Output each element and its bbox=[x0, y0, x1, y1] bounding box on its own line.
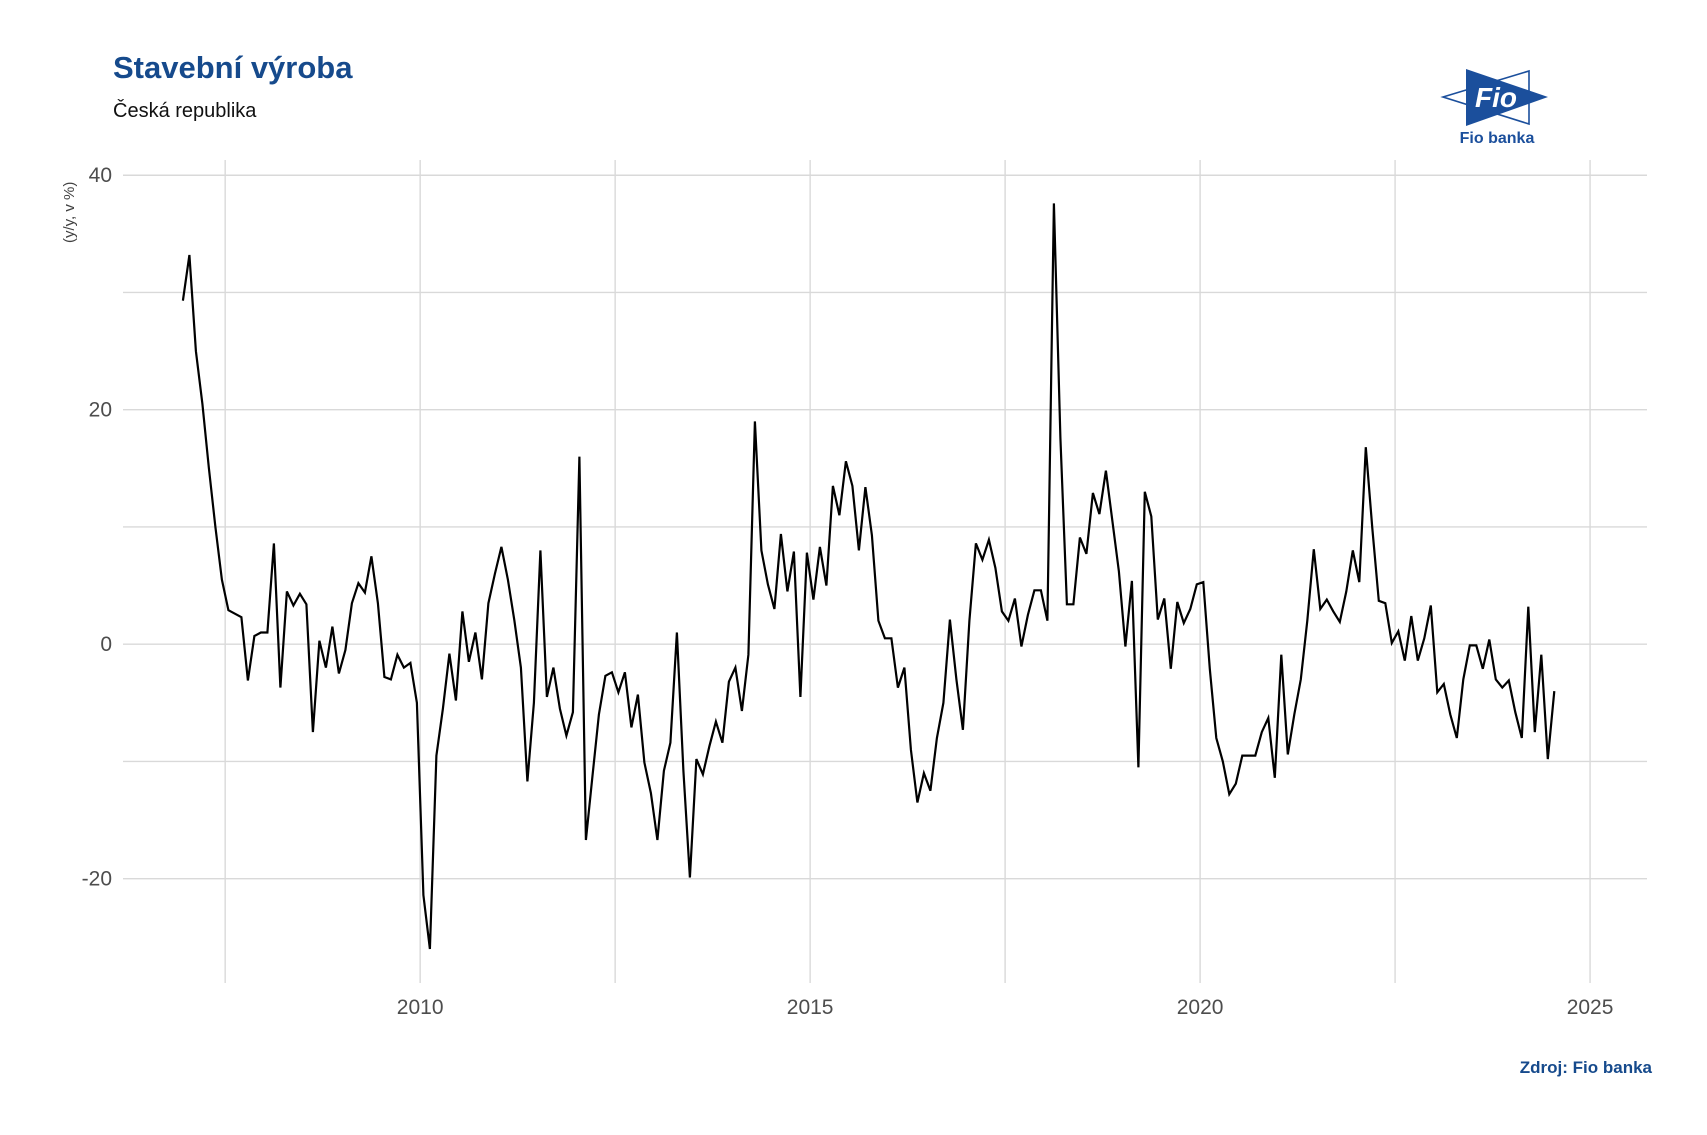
source-label: Zdroj: Fio banka bbox=[1519, 1058, 1652, 1077]
data-line bbox=[181, 203, 1556, 950]
y-axis-title: (y/y, v %) bbox=[61, 182, 78, 243]
y-tick-label: 0 bbox=[100, 633, 112, 656]
fio-logo-icon: Fio bbox=[1440, 69, 1548, 126]
logo-fio-text: Fio bbox=[1475, 82, 1517, 113]
y-tick-label: 20 bbox=[89, 399, 112, 422]
page-subtitle: Česká republika bbox=[113, 100, 257, 122]
y-tick-label: -20 bbox=[82, 868, 112, 891]
x-tick-label: 2015 bbox=[787, 996, 834, 1019]
page-title: Stavební výroba bbox=[113, 50, 353, 85]
logo-right-triangle bbox=[1466, 69, 1548, 126]
x-tick-label: 2025 bbox=[1567, 996, 1614, 1019]
y-tick-label: 40 bbox=[89, 164, 112, 187]
x-tick-label: 2020 bbox=[1177, 996, 1224, 1019]
fio-banka-logo: Fio Fio banka bbox=[1440, 69, 1548, 147]
logo-caption: Fio banka bbox=[1460, 130, 1535, 147]
x-tick-label: 2010 bbox=[397, 996, 444, 1019]
